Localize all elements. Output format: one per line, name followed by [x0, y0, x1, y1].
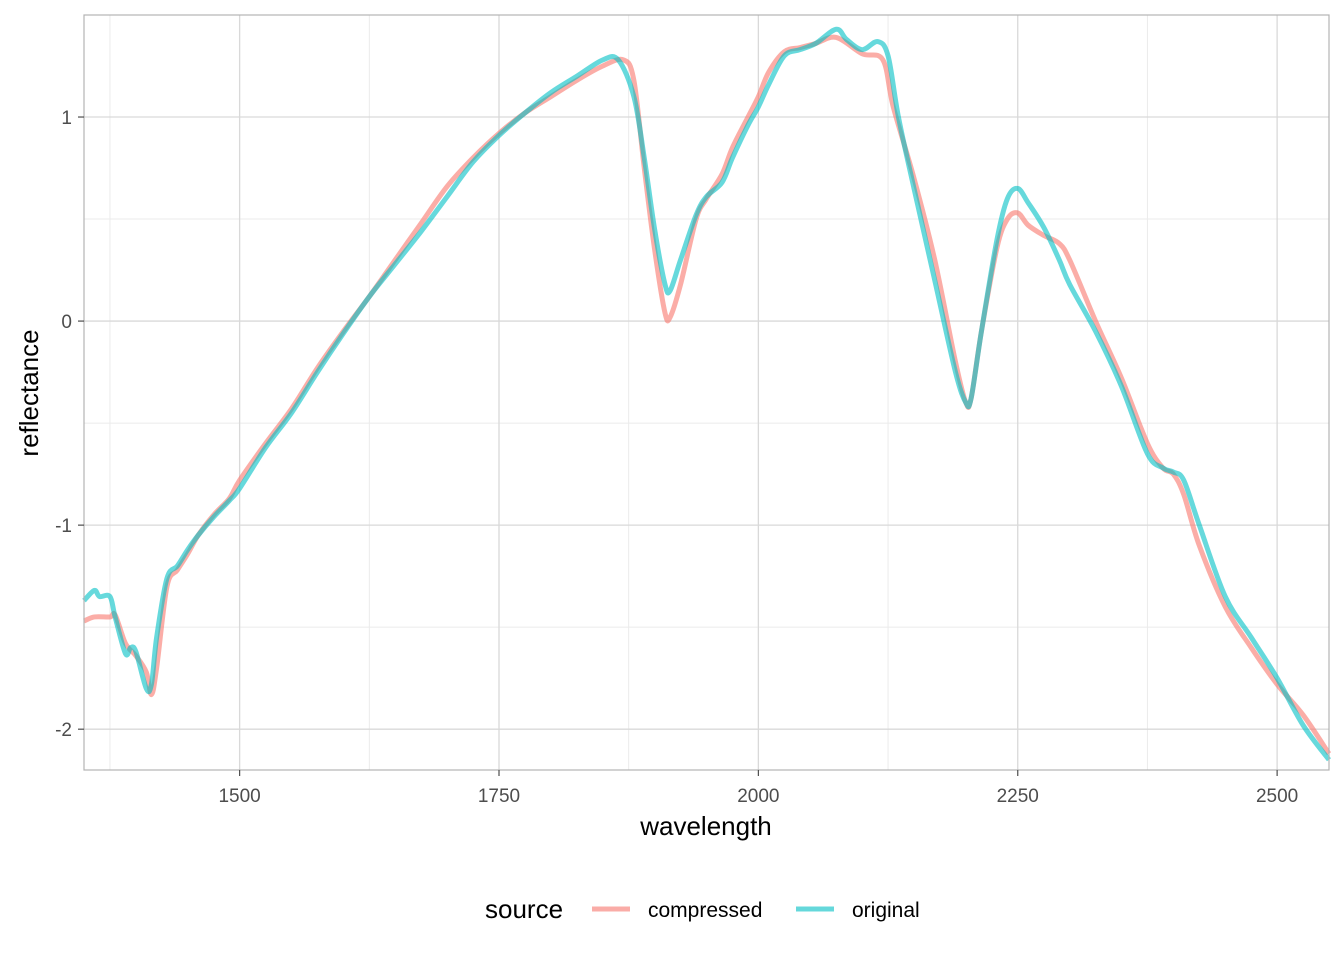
major-gridlines [84, 15, 1329, 770]
x-axis-ticks: 1500 1750 2000 2250 2500 [218, 770, 1298, 807]
series-line-original [82, 26, 1332, 762]
y-tick-label: -2 [55, 720, 72, 741]
y-tick-label: 1 [61, 108, 72, 129]
y-axis-title: reflectance [14, 329, 44, 456]
y-tick-label: 0 [61, 312, 72, 333]
x-tick-label: 2250 [997, 786, 1039, 807]
x-axis-title: wavelength [639, 811, 772, 841]
x-tick-label: 1750 [478, 786, 520, 807]
legend-title: source [485, 894, 563, 924]
legend-label-original: original [852, 899, 920, 922]
x-tick-label: 2000 [737, 786, 779, 807]
panel-border [83, 14, 1330, 771]
y-tick-label: -1 [55, 516, 72, 537]
x-tick-label: 2500 [1256, 786, 1298, 807]
y-axis-ticks: -2 -1 0 1 [55, 108, 84, 741]
x-tick-label: 1500 [218, 786, 260, 807]
series-layer [82, 26, 1332, 762]
legend-label-compressed: compressed [648, 899, 762, 922]
legend: source compressed original [485, 894, 920, 924]
